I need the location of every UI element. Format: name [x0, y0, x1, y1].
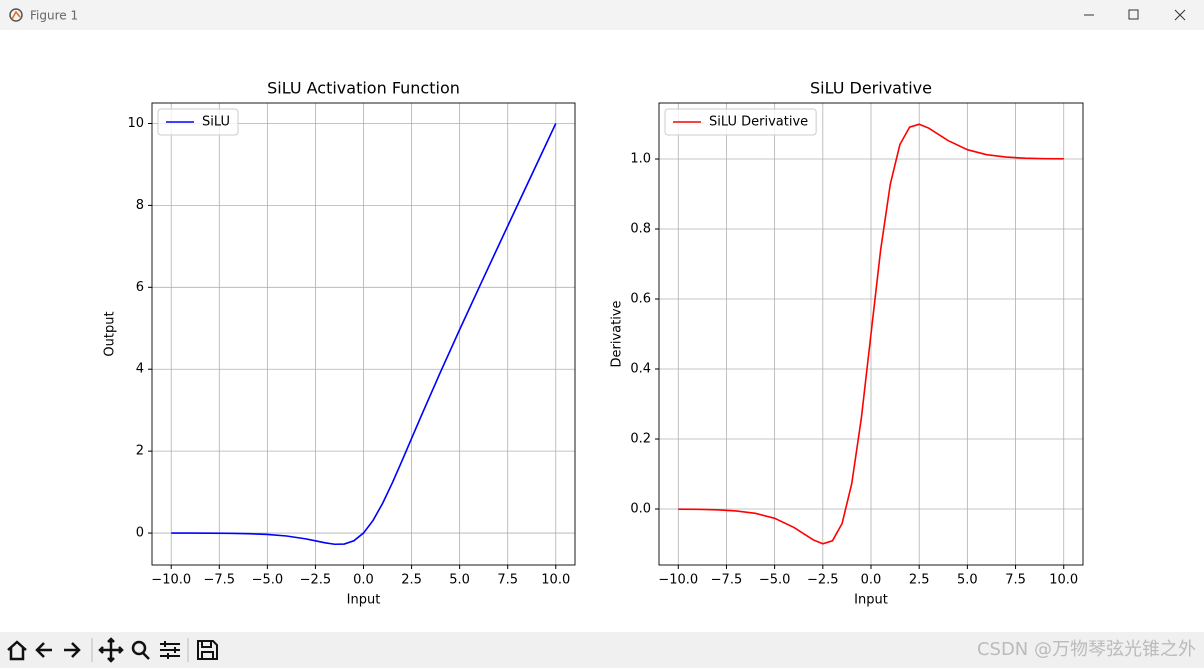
legend-label: SiLU Derivative — [709, 115, 808, 130]
x-tick-label: −2.5 — [300, 573, 332, 588]
x-tick-label: 10.0 — [541, 573, 570, 588]
plot-frame — [151, 102, 576, 566]
x-tick-label: 0.0 — [861, 573, 882, 588]
x-tick-label: −10.0 — [151, 573, 191, 588]
x-tick-label: −2.5 — [807, 573, 839, 588]
configure-button[interactable] — [160, 641, 180, 659]
x-tick-label: 5.0 — [957, 573, 978, 588]
y-tick-label: 0.6 — [630, 292, 651, 307]
y-tick-label: 0 — [136, 526, 144, 541]
y-axis-label: Derivative — [610, 300, 625, 367]
x-tick-label: 10.0 — [1049, 573, 1078, 588]
maximize-button[interactable] — [1128, 9, 1139, 20]
y-axis-label: Output — [103, 311, 118, 356]
forward-button[interactable] — [64, 642, 81, 658]
x-axis-label: Input — [854, 593, 888, 608]
toolbar — [0, 632, 1204, 668]
watermark: CSDN @万物琴弦光锥之外 — [977, 639, 1196, 660]
x-tick-label: 2.5 — [909, 573, 930, 588]
series-line — [678, 123, 1064, 545]
chart-title: SiLU Derivative — [810, 79, 932, 98]
series-line — [171, 123, 557, 546]
save-button[interactable] — [197, 640, 218, 660]
legend-box — [664, 108, 817, 136]
x-tick-label: 0.0 — [353, 573, 374, 588]
title-bar — [0, 0, 1204, 30]
x-tick-label: −7.5 — [204, 573, 236, 588]
y-tick-label: 8 — [136, 198, 144, 213]
x-tick-label: 5.0 — [449, 573, 470, 588]
pan-button[interactable] — [98, 637, 124, 663]
x-tick-label: −5.0 — [759, 573, 791, 588]
y-tick-label: 4 — [136, 362, 144, 377]
y-tick-label: 10 — [127, 116, 144, 131]
y-tick-label: 2 — [136, 444, 144, 459]
app-icon — [9, 8, 23, 22]
window-title: Figure 1 — [30, 9, 78, 23]
legend: SiLU Derivative — [664, 108, 817, 136]
x-tick-label: −5.0 — [252, 573, 284, 588]
close-button[interactable] — [1174, 9, 1186, 21]
legend-label: SiLU — [202, 115, 230, 130]
x-tick-label: 2.5 — [401, 573, 422, 588]
x-tick-label: 7.5 — [1005, 573, 1026, 588]
zoom-button[interactable] — [131, 640, 150, 660]
legend-box — [157, 108, 239, 136]
y-tick-label: 0.4 — [630, 362, 651, 377]
home-button[interactable] — [7, 640, 27, 661]
y-tick-label: 0.8 — [630, 222, 651, 237]
legend: SiLU — [157, 108, 239, 136]
y-tick-label: 6 — [136, 280, 144, 295]
chart-title: SiLU Activation Function — [267, 79, 460, 98]
plot-frame — [658, 102, 1084, 566]
x-axis-label: Input — [347, 593, 381, 608]
y-tick-label: 1.0 — [630, 152, 651, 167]
y-tick-label: 0.2 — [630, 432, 651, 447]
y-tick-label: 0.0 — [630, 502, 651, 517]
x-tick-label: −7.5 — [711, 573, 743, 588]
x-tick-label: −10.0 — [658, 573, 698, 588]
x-tick-label: 7.5 — [497, 573, 518, 588]
back-button[interactable] — [35, 642, 52, 658]
